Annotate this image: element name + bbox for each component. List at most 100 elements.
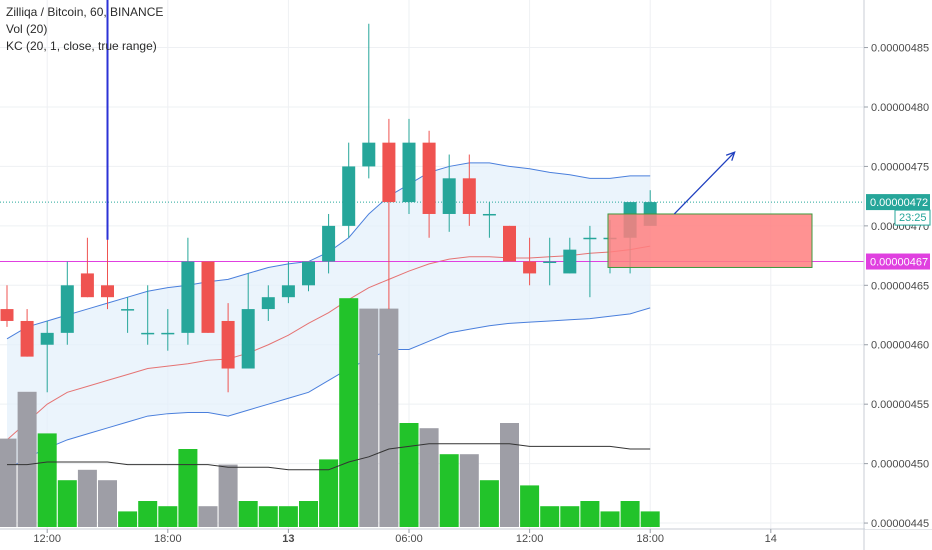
candle-body (201, 261, 215, 333)
volume-bar (0, 438, 17, 527)
candle-body (462, 178, 476, 214)
price-tick-label: 0.00000485 (871, 43, 929, 55)
target-zone-rectangle (607, 213, 813, 268)
candle-body (20, 320, 34, 357)
time-tick-label: 18:00 (636, 533, 664, 545)
candle-body (442, 178, 456, 214)
candle-body (322, 225, 336, 262)
candle-body (40, 332, 54, 345)
volume-bar (258, 506, 278, 527)
keltner-channel-fill (7, 162, 651, 470)
volume-bar (178, 449, 198, 527)
trend-arrow-line (673, 151, 736, 215)
volume-bar (419, 428, 439, 527)
candle-body (241, 309, 255, 369)
volume-bar (339, 298, 359, 527)
candle-body (0, 309, 14, 321)
volume-bar (158, 506, 178, 527)
volume-bar (319, 459, 339, 527)
time-tick-label: 12:00 (33, 533, 61, 545)
candle-body (342, 166, 356, 226)
volume-bar (439, 454, 459, 527)
trend-arrow-head (725, 151, 736, 161)
price-tags: 0.00000472 23:25 0.00000467 (866, 194, 931, 270)
candle-body (503, 225, 516, 262)
time-tick-label: 12:00 (516, 533, 544, 545)
chart-legend: Zilliqa / Bitcoin, 60, BINANCE Vol (20) … (6, 4, 163, 55)
volume-bar (238, 501, 258, 527)
time-tick-label: 14 (765, 533, 777, 545)
volume-bar (560, 506, 580, 527)
countdown-tag (894, 209, 931, 226)
price-tick-label: 0.00000465 (871, 280, 929, 292)
candle-body (302, 261, 315, 286)
volume-bar (77, 469, 97, 527)
candle-body (60, 285, 74, 333)
keltner-lower-band (6, 307, 651, 470)
volume-bar (118, 511, 138, 527)
price-tick-label: 0.00000445 (871, 518, 929, 530)
volume-bar (600, 511, 620, 527)
candle-body (362, 142, 376, 167)
volume-bar (198, 506, 218, 527)
volume-bar (640, 511, 660, 527)
candle-body (80, 273, 94, 298)
candle-body (563, 249, 577, 274)
volume-moving-average (7, 443, 651, 471)
horizontal-line-label: 0.00000467 (870, 257, 928, 269)
volume-bar (580, 501, 600, 527)
price-tick-label: 0.00000460 (871, 340, 929, 352)
volume-bar (278, 506, 298, 527)
time-tick-label: 06:00 (395, 533, 423, 545)
drawing-layer (106, 0, 813, 268)
candle-body (221, 320, 235, 369)
price-tick-label: 0.00000475 (871, 161, 929, 173)
time-tick-label: 18:00 (154, 533, 182, 545)
time-tick-label: 13 (282, 533, 294, 545)
volume-bar (359, 308, 379, 527)
candle-body (482, 213, 496, 216)
volume-bar (379, 308, 399, 527)
volume-bar (17, 391, 37, 527)
volume-bar (98, 480, 117, 527)
candle-body (422, 142, 436, 214)
price-tick-label: 0.00000480 (871, 102, 929, 114)
candle-body (161, 332, 175, 335)
candle-body (141, 332, 155, 335)
candle-body (402, 142, 416, 203)
candle-body (523, 261, 537, 274)
current-price-label: 0.00000472 (870, 197, 928, 209)
candle-body (181, 261, 195, 333)
symbol-title[interactable]: Zilliqa / Bitcoin, 60, BINANCE (6, 5, 164, 19)
candle-body (101, 285, 114, 298)
current-price-tag (866, 194, 930, 211)
candle-body (261, 297, 275, 310)
candle-body (382, 142, 396, 203)
volume-layer (0, 298, 660, 527)
price-tick-label: 0.00000450 (871, 459, 929, 471)
volume-bar (57, 480, 77, 527)
candle-body (583, 237, 597, 240)
candle-body (543, 261, 557, 264)
volume-bar (479, 480, 499, 527)
keltner-indicator-label[interactable]: KC (20, 1, close, true range) (6, 39, 157, 53)
volume-bar (37, 433, 57, 527)
volume-bar (218, 464, 238, 527)
time-axis[interactable]: 12:00 18:00 13 06:00 12:00 18:00 14 (33, 529, 777, 545)
horizontal-line-tag (866, 253, 930, 270)
candle-body (121, 309, 135, 311)
candle-body (281, 285, 295, 298)
volume-bar (299, 501, 318, 527)
price-tick-label: 0.00000455 (871, 399, 929, 411)
volume-indicator-label[interactable]: Vol (20) (6, 22, 48, 36)
volume-bar (459, 454, 479, 527)
volume-bar (399, 423, 419, 527)
volume-bar (620, 501, 640, 527)
volume-bar (520, 485, 540, 527)
keltner-middle-line (6, 245, 651, 441)
volume-bar (540, 506, 560, 527)
volume-bar (138, 501, 158, 527)
volume-bar (500, 423, 519, 527)
